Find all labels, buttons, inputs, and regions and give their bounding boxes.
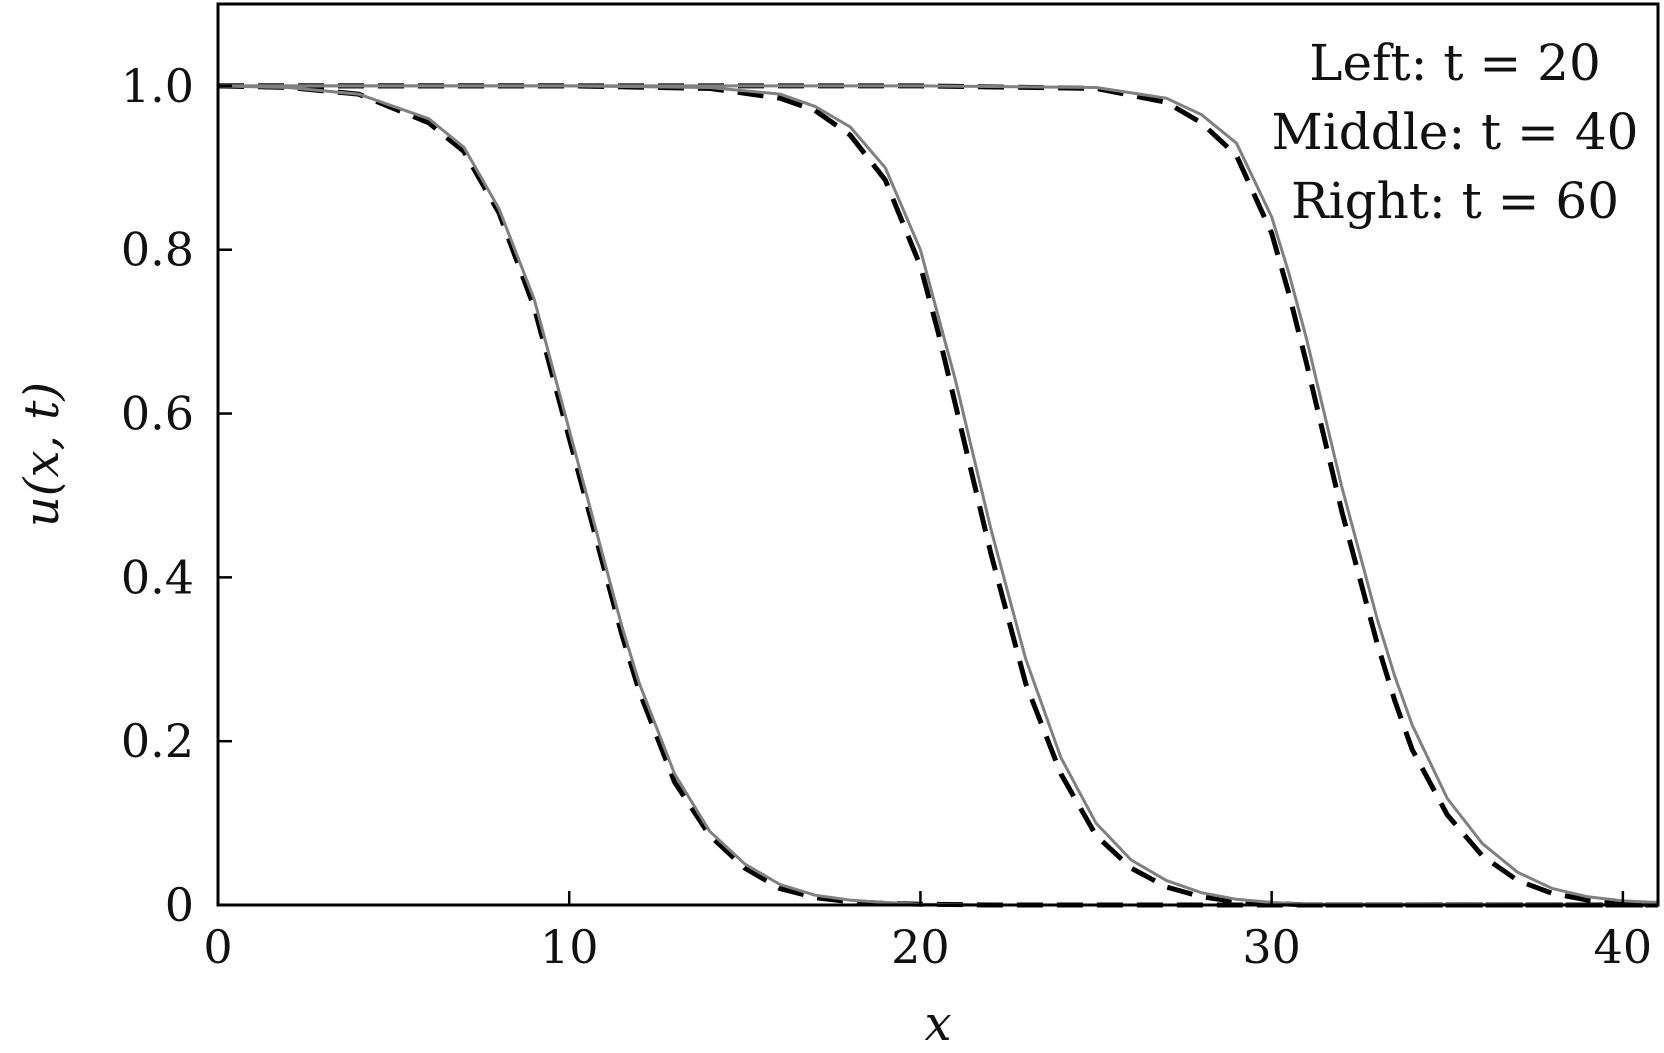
y-axis-label: u(x, t) bbox=[14, 382, 70, 527]
x-tick-label: 20 bbox=[891, 920, 950, 974]
x-tick-label: 30 bbox=[1242, 920, 1301, 974]
axis-ticks: 0 10 20 30 40 0 0.2 0.4 0.6 0.8 1.0 bbox=[121, 59, 1652, 974]
annotation-middle: Middle: t = 40 bbox=[1272, 103, 1639, 161]
y-tick-label: 1.0 bbox=[121, 59, 194, 113]
y-tick-label: 0.4 bbox=[121, 550, 194, 604]
x-tick-label: 40 bbox=[1594, 920, 1653, 974]
series-line-4-dashed bbox=[218, 83, 1658, 908]
plot-frame bbox=[216, 2, 1660, 907]
x-tick-label: 0 bbox=[203, 920, 232, 974]
plot-lines bbox=[217, 83, 1659, 908]
time-annotation: Left: t = 20 Middle: t = 40 Right: t = 6… bbox=[1272, 34, 1639, 230]
annotation-right: Right: t = 60 bbox=[1291, 172, 1619, 230]
y-tick-label: 0.6 bbox=[121, 387, 194, 441]
series-line-6-dashed bbox=[218, 83, 1659, 908]
y-tick-label: 0 bbox=[165, 878, 194, 932]
x-tick-label: 10 bbox=[540, 920, 599, 974]
annotation-left: Left: t = 20 bbox=[1309, 34, 1601, 92]
y-tick-label: 0.8 bbox=[121, 223, 194, 277]
y-tick-label: 0.2 bbox=[121, 714, 194, 768]
series-line-1-solid bbox=[217, 84, 1658, 907]
series-line-2-dashed bbox=[217, 83, 1658, 908]
x-axis-label: x bbox=[924, 996, 951, 1052]
series-line-3-solid bbox=[218, 84, 1659, 907]
series-line-5-solid bbox=[218, 84, 1659, 904]
